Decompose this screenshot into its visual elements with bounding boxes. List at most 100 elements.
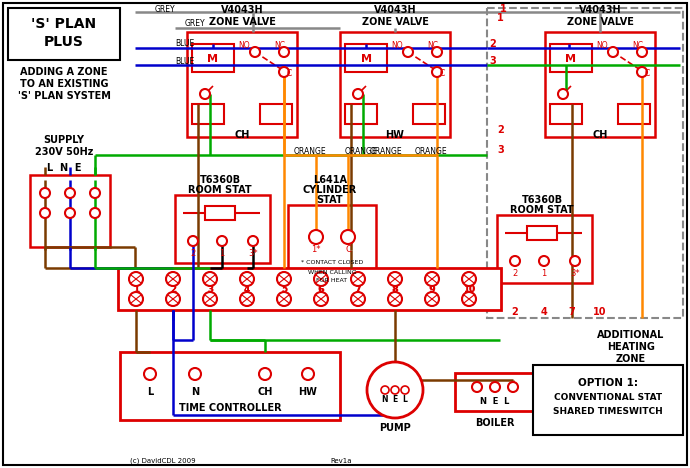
Circle shape <box>203 292 217 306</box>
Text: 3*: 3* <box>248 249 258 257</box>
Circle shape <box>472 382 482 392</box>
Text: CH: CH <box>257 387 273 397</box>
Circle shape <box>166 292 180 306</box>
Text: L: L <box>402 395 407 404</box>
Text: 2: 2 <box>511 307 518 317</box>
Text: 230V 50Hz: 230V 50Hz <box>34 147 93 157</box>
Text: ZONE VALVE: ZONE VALVE <box>362 17 428 27</box>
Text: CONVENTIONAL STAT: CONVENTIONAL STAT <box>554 394 662 402</box>
Text: 1*: 1* <box>311 246 321 255</box>
Circle shape <box>90 208 100 218</box>
Circle shape <box>40 208 50 218</box>
Text: NC: NC <box>428 42 439 51</box>
Text: 'S' PLAN SYSTEM: 'S' PLAN SYSTEM <box>17 91 110 101</box>
Text: 2: 2 <box>190 249 196 257</box>
Bar <box>288 205 376 285</box>
Text: 2: 2 <box>513 269 518 278</box>
Text: CYLINDER: CYLINDER <box>303 185 357 195</box>
Text: BLUE: BLUE <box>175 39 195 49</box>
Text: 10: 10 <box>463 285 475 293</box>
Text: C: C <box>345 246 351 255</box>
Circle shape <box>570 256 580 266</box>
Circle shape <box>432 67 442 77</box>
Text: N: N <box>191 387 199 397</box>
Bar <box>120 352 340 420</box>
Bar <box>497 215 592 283</box>
Bar <box>533 365 683 435</box>
Text: ROOM STAT: ROOM STAT <box>188 185 252 195</box>
Circle shape <box>279 47 289 57</box>
Text: 1: 1 <box>219 249 225 257</box>
Circle shape <box>403 47 413 57</box>
Bar <box>187 32 297 137</box>
Bar <box>8 8 120 60</box>
Circle shape <box>40 188 50 198</box>
Text: 3: 3 <box>497 145 504 155</box>
Circle shape <box>314 272 328 286</box>
Bar <box>192 44 234 72</box>
Text: NO: NO <box>391 42 403 51</box>
Circle shape <box>341 230 355 244</box>
Text: PUMP: PUMP <box>379 423 411 433</box>
Circle shape <box>388 272 402 286</box>
Circle shape <box>65 208 75 218</box>
Text: N  E  L: N E L <box>480 396 510 405</box>
Text: 9: 9 <box>429 285 435 293</box>
Text: CH: CH <box>592 130 608 140</box>
Text: 2: 2 <box>489 39 495 49</box>
Text: ORANGE: ORANGE <box>294 146 326 155</box>
Text: ADDITIONAL: ADDITIONAL <box>598 330 664 340</box>
Text: Rev1a: Rev1a <box>330 458 351 464</box>
Circle shape <box>351 292 365 306</box>
Text: 7: 7 <box>355 285 361 293</box>
Circle shape <box>425 272 439 286</box>
Bar <box>550 44 592 72</box>
Text: E: E <box>393 395 397 404</box>
Circle shape <box>353 89 363 99</box>
Text: TO AN EXISTING: TO AN EXISTING <box>20 79 108 89</box>
Text: 8: 8 <box>392 285 398 293</box>
Circle shape <box>508 382 518 392</box>
Circle shape <box>188 236 198 246</box>
Text: 5: 5 <box>281 285 287 293</box>
Bar <box>618 104 650 124</box>
Text: NC: NC <box>275 42 286 51</box>
Bar <box>345 44 387 72</box>
Text: C: C <box>644 70 649 79</box>
Text: SUPPLY: SUPPLY <box>43 135 84 145</box>
Text: M: M <box>208 54 219 64</box>
Text: M: M <box>360 54 371 64</box>
Circle shape <box>432 47 442 57</box>
Circle shape <box>510 256 520 266</box>
Text: ROOM STAT: ROOM STAT <box>510 205 574 215</box>
Text: L: L <box>147 387 153 397</box>
Text: 1: 1 <box>497 13 504 23</box>
Circle shape <box>277 272 291 286</box>
Text: M: M <box>566 54 577 64</box>
Circle shape <box>425 292 439 306</box>
Text: N: N <box>382 395 388 404</box>
Text: HW: HW <box>386 130 404 140</box>
Text: 'S' PLAN: 'S' PLAN <box>32 17 97 31</box>
Circle shape <box>90 188 100 198</box>
Circle shape <box>129 292 143 306</box>
Text: ZONE: ZONE <box>616 354 646 364</box>
Circle shape <box>637 47 647 57</box>
Text: 6: 6 <box>318 285 324 293</box>
Text: NO: NO <box>596 42 608 51</box>
Text: NO: NO <box>238 42 250 51</box>
Circle shape <box>189 368 201 380</box>
Circle shape <box>391 386 399 394</box>
Text: 2: 2 <box>170 285 176 293</box>
Text: 4: 4 <box>244 285 250 293</box>
Text: (c) DavidCDL 2009: (c) DavidCDL 2009 <box>130 458 196 464</box>
Bar <box>413 104 445 124</box>
Text: GREY: GREY <box>185 20 206 29</box>
Text: ADDING A ZONE: ADDING A ZONE <box>20 67 108 77</box>
Text: BOILER: BOILER <box>475 418 515 428</box>
Circle shape <box>302 368 314 380</box>
Bar <box>455 373 535 411</box>
Text: CH: CH <box>235 130 250 140</box>
Text: 3: 3 <box>207 285 213 293</box>
Text: STAT: STAT <box>317 195 344 205</box>
